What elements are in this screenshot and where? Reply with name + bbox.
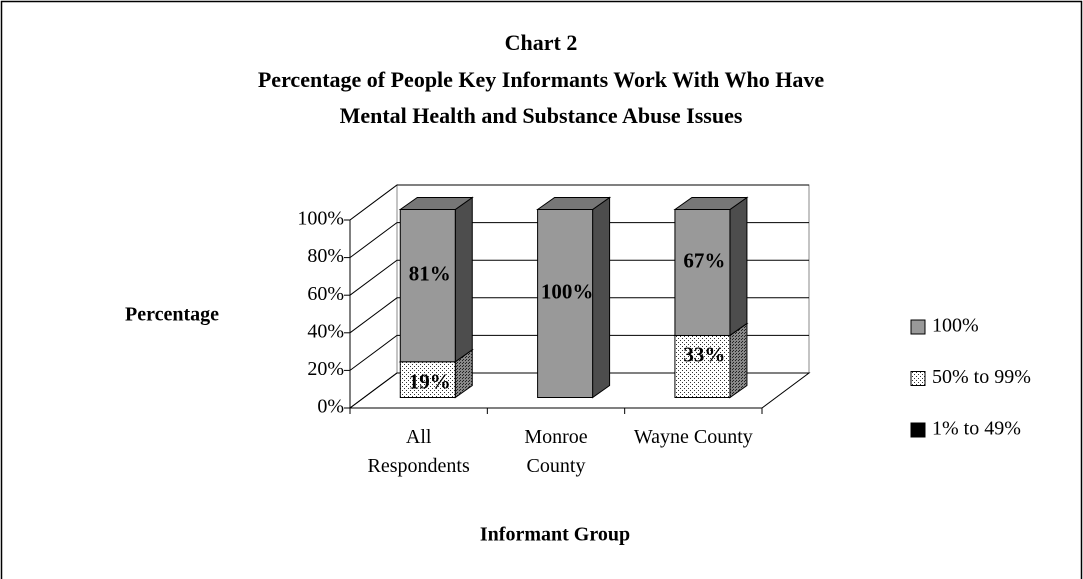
legend-label: 100% bbox=[932, 315, 979, 337]
grid-line bbox=[349, 334, 809, 371]
bar-side bbox=[729, 322, 748, 399]
value-label: 19% bbox=[409, 369, 451, 393]
bar bbox=[537, 209, 594, 398]
y-axis-title: Percentage bbox=[125, 304, 219, 326]
side-wall bbox=[349, 184, 398, 409]
chart-title-line: Percentage of People Key Informants Work… bbox=[258, 67, 824, 92]
grid-line bbox=[349, 222, 809, 259]
grid-line bbox=[349, 297, 809, 334]
y-tick-label: 60% bbox=[307, 283, 344, 305]
y-tick-label: 80% bbox=[307, 245, 344, 267]
legend-label: 1% to 49% bbox=[932, 418, 1021, 440]
y-tick-label: 20% bbox=[307, 358, 344, 380]
bar bbox=[399, 209, 456, 363]
chart-title-line: Mental Health and Substance Abuse Issues bbox=[340, 103, 743, 128]
chart-title: Chart 2 bbox=[505, 30, 578, 55]
x-tick-label: Monroe County bbox=[524, 426, 588, 477]
x-tick-label: All Respondents bbox=[367, 426, 470, 477]
bar-side bbox=[592, 196, 611, 399]
value-label: 67% bbox=[683, 248, 725, 272]
bar-side bbox=[454, 196, 473, 363]
bar bbox=[674, 209, 731, 336]
bar bbox=[399, 361, 456, 398]
value-label: 33% bbox=[683, 342, 725, 366]
legend-swatch bbox=[910, 371, 926, 386]
legend-label: 50% to 99% bbox=[932, 366, 1031, 388]
y-tick-label: 0% bbox=[317, 396, 344, 418]
x-tick-label: Wayne County bbox=[633, 426, 753, 448]
y-tick-label: 40% bbox=[307, 320, 344, 342]
x-axis-title: Informant Group bbox=[480, 524, 630, 546]
value-label: 100% bbox=[541, 279, 594, 303]
y-tick-label: 100% bbox=[297, 208, 344, 230]
value-label: 81% bbox=[409, 261, 451, 285]
bar bbox=[674, 334, 731, 398]
grid-line bbox=[349, 184, 809, 221]
legend-swatch bbox=[910, 422, 926, 438]
bar-side bbox=[729, 196, 748, 337]
grid-line bbox=[349, 372, 809, 409]
grid-line bbox=[349, 259, 809, 296]
legend-swatch bbox=[910, 319, 926, 335]
